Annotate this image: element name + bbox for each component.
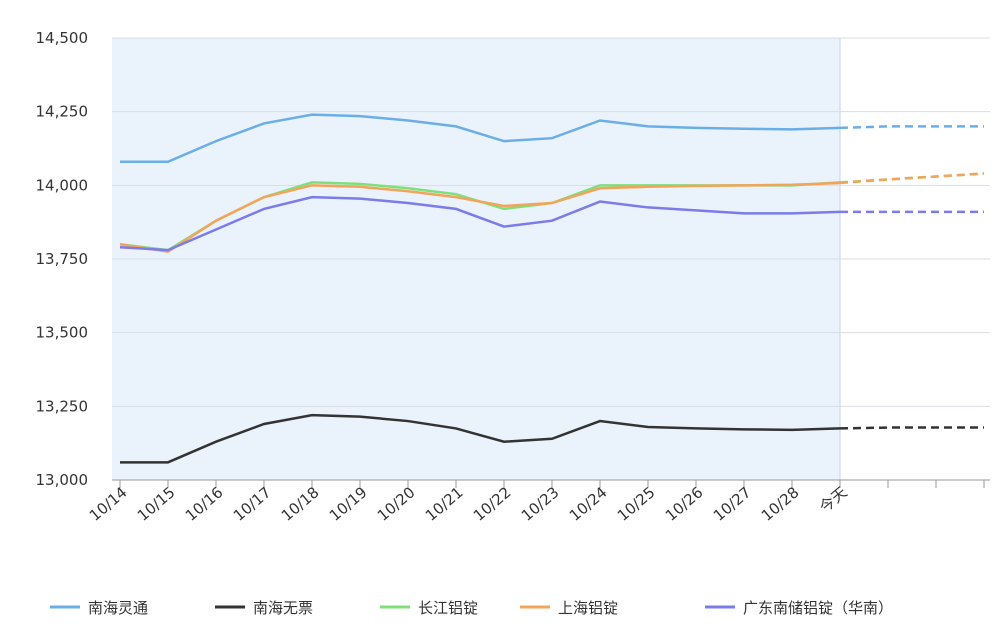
legend-label: 上海铝锭 — [558, 599, 618, 617]
y-tick-label: 14,500 — [36, 29, 89, 47]
x-tick-label: 10/17 — [230, 483, 275, 525]
y-tick-label: 14,250 — [36, 103, 89, 121]
legend-label: 广东南储铝锭（华南） — [743, 599, 893, 617]
y-tick-label: 14,000 — [36, 176, 89, 194]
x-tick-label: 今天 — [816, 483, 851, 516]
y-tick-label: 13,250 — [36, 397, 89, 415]
forecast-connector — [840, 428, 984, 429]
x-tick-label: 10/28 — [758, 483, 803, 525]
y-tick-label: 13,750 — [36, 250, 89, 268]
x-tick-label: 10/14 — [86, 483, 131, 525]
x-tick-label: 10/20 — [374, 483, 419, 525]
x-tick-label: 10/26 — [662, 483, 707, 525]
x-tick-label: 10/19 — [326, 483, 371, 525]
x-tick-label: 10/22 — [470, 483, 515, 525]
x-tick-label: 10/18 — [278, 483, 323, 525]
x-tick-label: 10/27 — [710, 483, 755, 525]
x-tick-label: 10/24 — [566, 483, 611, 525]
x-tick-label: 10/25 — [614, 483, 659, 525]
legend-label: 南海无票 — [253, 599, 313, 617]
legend-label: 南海灵通 — [88, 599, 148, 617]
x-tick-label: 10/15 — [134, 483, 179, 525]
x-tick-label: 10/21 — [422, 483, 467, 525]
legend-label: 长江铝锭 — [418, 599, 478, 617]
x-tick-label: 10/16 — [182, 483, 227, 525]
y-tick-label: 13,500 — [36, 324, 89, 342]
forecast-connector — [840, 126, 984, 127]
x-tick-label: 10/23 — [518, 483, 563, 525]
forecast-connector — [840, 174, 984, 183]
y-tick-label: 13,000 — [36, 471, 89, 489]
